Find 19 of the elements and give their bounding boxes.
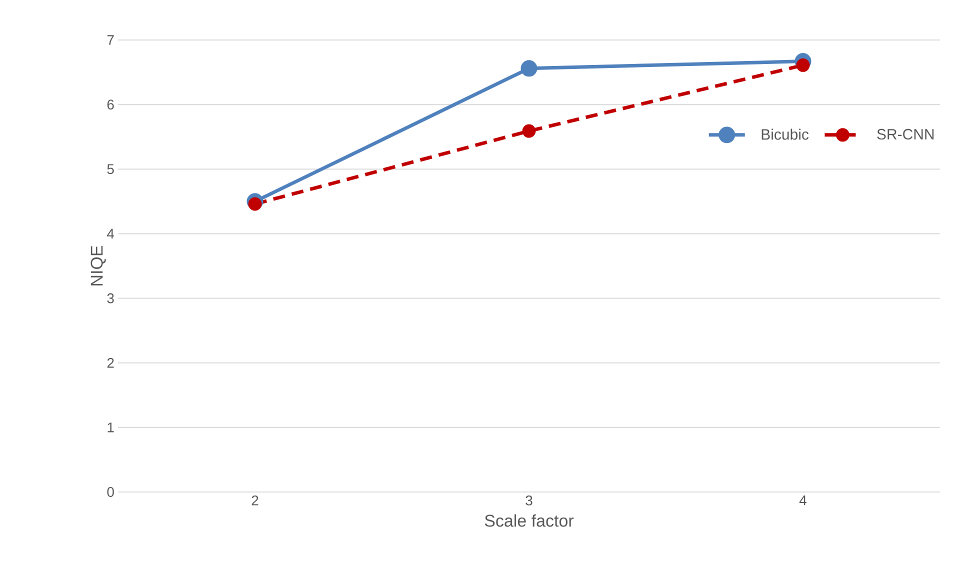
y-tick-label: 5 <box>107 164 114 174</box>
legend-label: Bicubic <box>762 128 809 140</box>
point <box>248 197 262 211</box>
y-tick-label: 7 <box>107 35 114 45</box>
x-tick-label: 2 <box>252 496 258 506</box>
point <box>796 58 810 72</box>
y-tick-label: 0 <box>107 487 114 497</box>
x-tick-label: 3 <box>526 496 532 506</box>
x-axis-title: Scale factor <box>484 514 574 527</box>
y-tick-label: 4 <box>107 228 114 239</box>
legend-label: SR-CNN <box>877 128 934 140</box>
y-tick-label: 1 <box>108 422 114 432</box>
y-tick-label: 6 <box>107 100 114 110</box>
point <box>522 124 536 138</box>
point <box>520 60 538 77</box>
y-tick-label: 2 <box>107 358 114 368</box>
x-tick-label: 4 <box>799 496 806 506</box>
y-axis-title: NIQE <box>90 246 106 286</box>
y-tick-label: 3 <box>107 293 114 304</box>
